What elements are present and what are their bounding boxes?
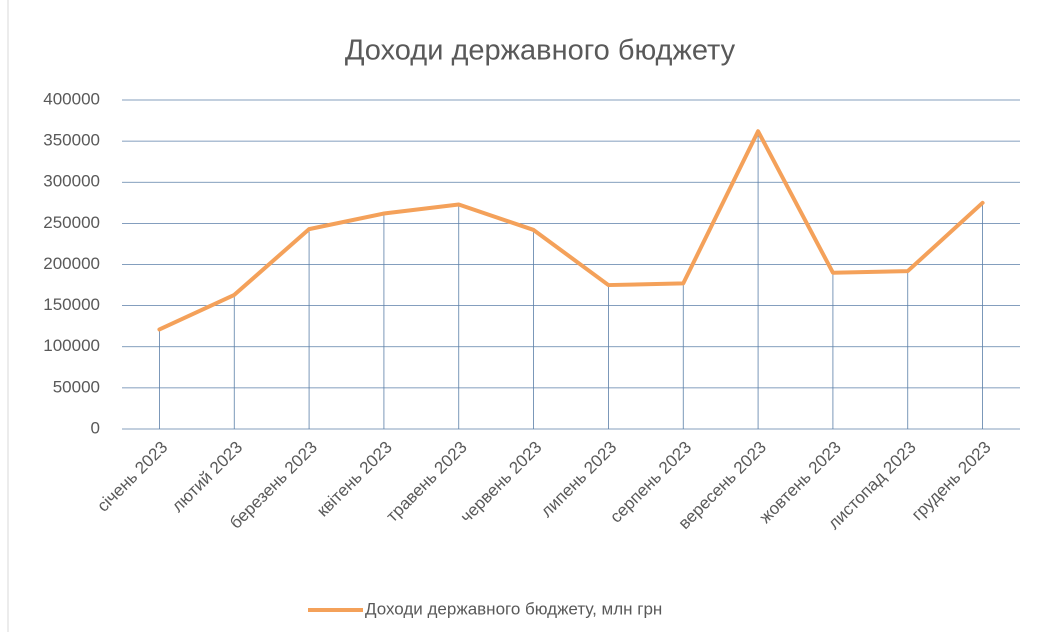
y-tick-label: 200000 bbox=[43, 254, 100, 273]
y-tick-label: 100000 bbox=[43, 336, 100, 355]
y-tick-label: 350000 bbox=[43, 131, 100, 150]
legend-label: Доходи державного бюджету, млн грн bbox=[365, 599, 662, 618]
y-tick-label: 50000 bbox=[53, 377, 100, 396]
chart-title: Доходи державного бюджету bbox=[345, 35, 736, 67]
y-tick-label: 0 bbox=[91, 418, 100, 437]
line-series bbox=[157, 129, 985, 332]
y-tick-label: 400000 bbox=[43, 89, 100, 108]
y-tick-label: 150000 bbox=[43, 295, 100, 314]
y-tick-label: 250000 bbox=[43, 213, 100, 232]
y-tick-label: 300000 bbox=[43, 172, 100, 191]
